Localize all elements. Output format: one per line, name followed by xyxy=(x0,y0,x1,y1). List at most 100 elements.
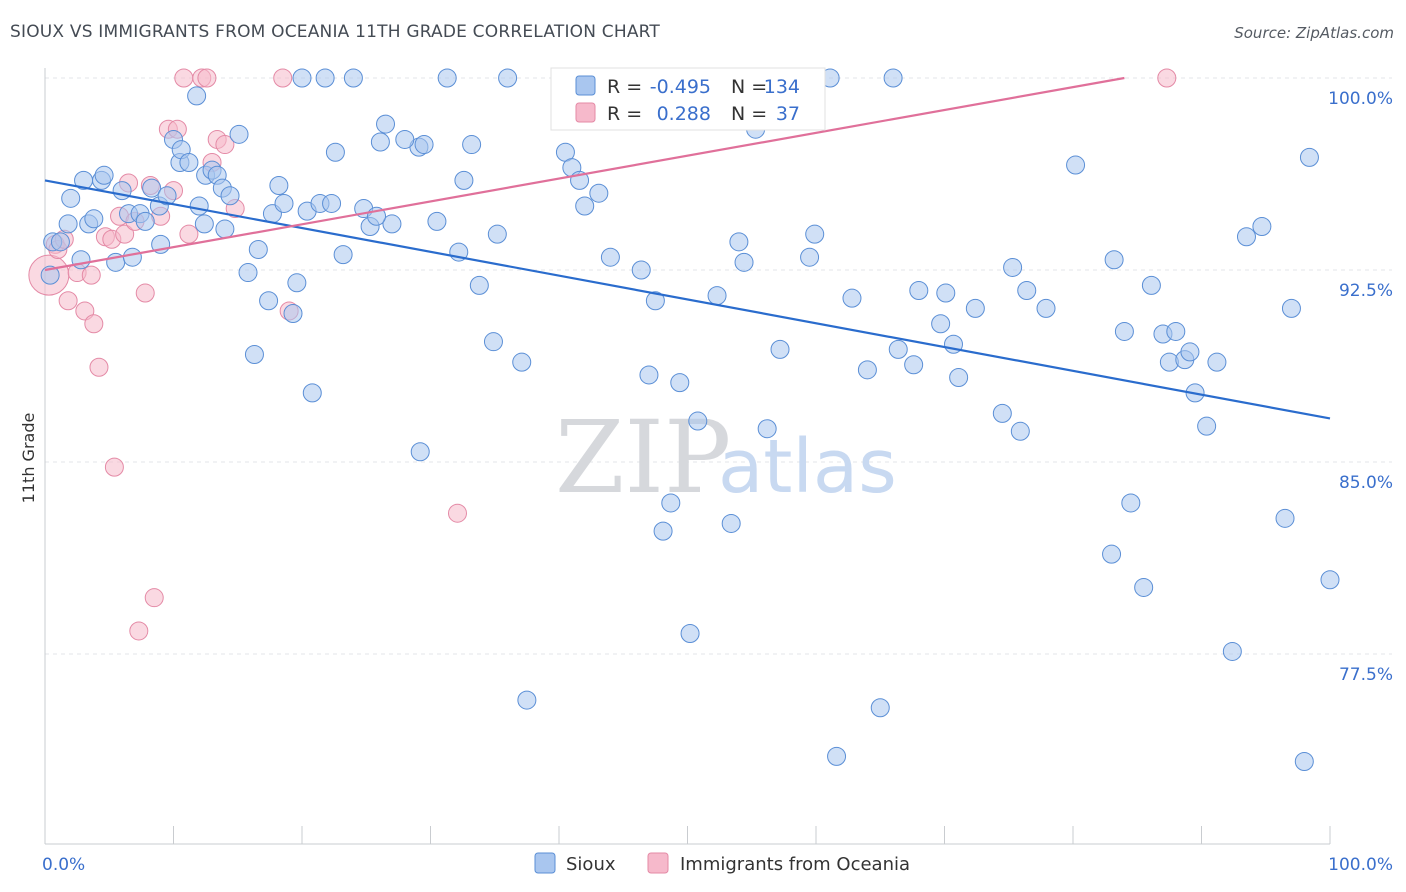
sioux-point xyxy=(589,183,609,203)
sioux-point xyxy=(1134,577,1154,597)
sioux-point xyxy=(122,247,142,267)
legend-r-label-1: R = xyxy=(607,76,642,98)
legend-swatch-oceania xyxy=(575,102,596,123)
sioux-point xyxy=(888,339,908,359)
sioux-point xyxy=(283,304,303,324)
sioux-point xyxy=(757,419,777,439)
sioux-point xyxy=(269,176,289,196)
sioux-point xyxy=(229,124,249,144)
sioux-point xyxy=(1275,508,1295,528)
x-tick-label-1: 100.0% xyxy=(1328,855,1393,875)
sioux-point xyxy=(244,344,264,364)
trend-lines xyxy=(44,76,1331,420)
sioux-point xyxy=(1017,280,1037,300)
bottom-legend-oceania: Immigrants from Oceania xyxy=(680,854,910,875)
sioux-point xyxy=(1003,257,1023,277)
oceania-point xyxy=(135,283,155,303)
legend-n-label-2: N = xyxy=(731,103,767,125)
sioux-point xyxy=(469,275,489,295)
sioux-point xyxy=(343,68,363,88)
sioux-point xyxy=(653,521,673,541)
oceania-point xyxy=(215,135,235,155)
axes xyxy=(44,68,1331,845)
oceania-point xyxy=(1157,68,1177,88)
sioux-point xyxy=(517,690,537,710)
sioux-point xyxy=(883,68,903,88)
sioux-point xyxy=(215,219,235,239)
legend-r-value-2: 0.288 xyxy=(657,103,711,125)
sioux-point xyxy=(1299,147,1319,167)
grid-lines xyxy=(45,77,1392,655)
sioux-point xyxy=(238,263,258,283)
oceania-point xyxy=(197,68,217,88)
bottom-legend: Sioux Immigrants from Oceania xyxy=(534,852,910,875)
sioux-point xyxy=(1281,298,1301,318)
sioux-point xyxy=(729,232,749,252)
sioux-point xyxy=(462,135,482,155)
sioux-point xyxy=(248,240,268,260)
sioux-point xyxy=(84,209,104,229)
x-tick-labels: 0.0% 100.0% xyxy=(42,855,1393,875)
sioux-point xyxy=(274,193,294,213)
sioux-point xyxy=(58,214,78,234)
sioux-point xyxy=(931,314,951,334)
sioux-point xyxy=(292,68,312,88)
sioux-point xyxy=(639,365,659,385)
source-label: Source: ZipAtlas.com xyxy=(1234,24,1394,42)
sioux-point xyxy=(135,211,155,231)
legend-n-label-1: N = xyxy=(731,76,767,98)
sioux-point xyxy=(770,339,790,359)
sioux-point xyxy=(631,260,651,280)
y-tick-label-0: 77.5% xyxy=(1339,665,1393,685)
sioux-point xyxy=(376,114,396,134)
sioux-point xyxy=(410,442,430,462)
sioux-point xyxy=(302,383,322,403)
oceania-point xyxy=(81,265,101,285)
sioux-point xyxy=(1010,421,1030,441)
sioux-point xyxy=(1102,544,1122,564)
chart-title: SIOUX VS IMMIGRANTS FROM OCEANIA 11TH GR… xyxy=(10,22,661,42)
sioux-point xyxy=(414,135,434,155)
oceania-point xyxy=(129,621,149,641)
y-axis-title: 11th Grade xyxy=(19,413,38,504)
sioux-point xyxy=(688,411,708,431)
legend: R = -0.495 N = 134 R = 0.288 N = 37 xyxy=(550,67,826,131)
y-tick-label-1: 85.0% xyxy=(1339,473,1393,493)
sioux-point xyxy=(220,186,240,206)
sioux-point xyxy=(512,352,532,372)
sioux-point xyxy=(454,170,474,190)
sioux-point xyxy=(734,252,754,272)
oceania-points xyxy=(28,68,1177,641)
sioux-point xyxy=(1141,275,1161,295)
legend-n-value-1: 134 xyxy=(764,76,800,98)
sioux-point xyxy=(1197,416,1217,436)
sioux-point xyxy=(498,68,518,88)
sioux-point xyxy=(661,493,681,513)
sioux-point xyxy=(1104,250,1124,270)
oceania-trend-line xyxy=(44,76,1125,272)
y-tick-label-3: 100.0% xyxy=(1328,89,1393,109)
sioux-point xyxy=(909,280,929,300)
sioux-point xyxy=(187,86,207,106)
sioux-point xyxy=(395,129,415,149)
sioux-point xyxy=(382,214,402,234)
sioux-point xyxy=(805,224,825,244)
oceania-point xyxy=(58,291,78,311)
sioux-point xyxy=(904,355,924,375)
sioux-point xyxy=(315,68,335,88)
sioux-point xyxy=(259,291,279,311)
sioux-point xyxy=(800,247,820,267)
sioux-point xyxy=(179,152,199,172)
oceania-point xyxy=(144,588,164,608)
sioux-point xyxy=(600,247,620,267)
sioux-point xyxy=(1114,321,1134,341)
legend-swatch-sioux xyxy=(575,75,596,96)
sioux-point xyxy=(1066,155,1086,175)
bottom-swatch-oceania xyxy=(647,852,669,874)
oceania-point xyxy=(174,68,194,88)
sioux-point xyxy=(827,746,847,766)
sioux-point xyxy=(575,196,595,216)
sioux-point xyxy=(50,232,70,252)
sioux-point xyxy=(680,624,700,644)
